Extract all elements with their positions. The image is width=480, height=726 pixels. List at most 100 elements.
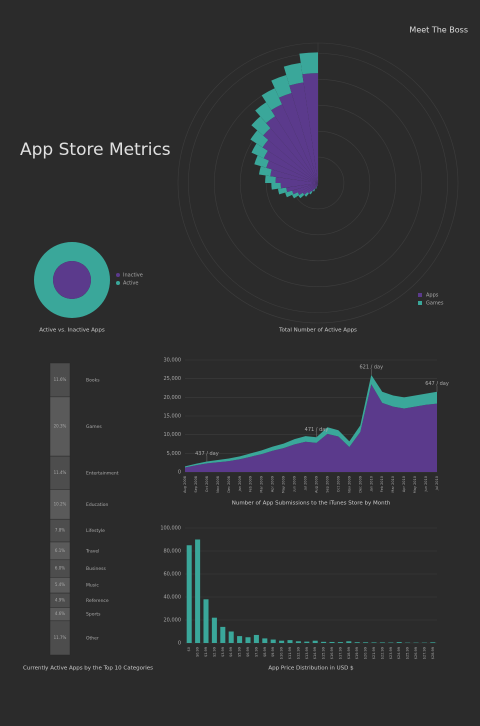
bar xyxy=(228,631,234,643)
annotation: 437 / day xyxy=(195,451,219,457)
wedge xyxy=(286,183,318,193)
value-label: 11.6% xyxy=(54,377,67,382)
x-tick-label: $26.99 xyxy=(414,647,418,659)
x-tick-label: $11.99 xyxy=(288,647,292,659)
x-tick-label: Apr 2009 xyxy=(271,476,275,492)
wedge xyxy=(317,183,318,186)
bar xyxy=(211,617,217,643)
x-tick-label: $17.99 xyxy=(338,647,342,659)
x-tick-label: Jan 2009 xyxy=(238,476,242,492)
active-ring xyxy=(34,242,110,318)
value-label: 20.3% xyxy=(54,424,67,429)
x-tick-label: $12.99 xyxy=(296,647,300,659)
x-tick-label: $16.99 xyxy=(330,647,334,659)
category-label: Games xyxy=(86,424,102,430)
x-tick-label: $0 xyxy=(187,647,191,651)
annotation: 647 / day xyxy=(425,381,449,387)
x-tick-label: Mar 2009 xyxy=(260,476,264,493)
value-label: 10.2% xyxy=(54,501,67,506)
wedge xyxy=(316,183,318,188)
annotation: 621 / day xyxy=(359,364,383,370)
x-tick-label: Feb 2009 xyxy=(249,476,253,492)
bar xyxy=(379,642,385,643)
x-tick-label: $0.99 xyxy=(196,647,200,657)
x-tick-label: $5.99 xyxy=(238,647,242,657)
x-tick-label: Jun 2010 xyxy=(424,476,428,493)
y-tick-label: 5,000 xyxy=(167,451,181,457)
bar xyxy=(396,642,402,643)
y-tick-label: 15,000 xyxy=(164,414,182,420)
value-label: 11.4% xyxy=(54,470,67,475)
wedge xyxy=(289,82,318,183)
area xyxy=(185,384,437,472)
wedge xyxy=(302,183,318,195)
category-label: Business xyxy=(86,566,106,572)
wedge xyxy=(251,143,268,159)
legend-label: Active xyxy=(123,281,138,287)
bar xyxy=(321,641,327,643)
x-tick-label: Oct 2008 xyxy=(205,476,209,492)
category-label: Other xyxy=(86,635,99,641)
bar xyxy=(245,637,251,643)
x-tick-label: $22.99 xyxy=(380,647,384,659)
x-tick-label: $15.99 xyxy=(322,647,326,659)
chart-title: App Price Distribution in USD $ xyxy=(268,666,354,672)
wedge xyxy=(254,155,269,168)
x-tick-label: $7.99 xyxy=(254,647,258,657)
wedge xyxy=(307,183,318,194)
wedge xyxy=(315,187,317,189)
x-tick-label: Apr 2010 xyxy=(402,476,406,492)
legend-swatch xyxy=(116,273,120,277)
wedge xyxy=(271,183,282,190)
wedge xyxy=(262,139,318,183)
bar xyxy=(203,599,209,643)
bar xyxy=(430,642,436,643)
wedge xyxy=(265,175,276,183)
x-tick-label: $27.99 xyxy=(422,647,426,659)
wedge xyxy=(271,104,318,183)
value-label: 4.6% xyxy=(55,611,65,616)
category-label: Entertainment xyxy=(86,470,119,476)
y-tick-label: 0 xyxy=(178,641,181,647)
y-tick-label: 20,000 xyxy=(164,395,182,401)
chart-title: Active vs. Inactive Apps xyxy=(39,328,105,334)
x-tick-label: $8.99 xyxy=(263,647,267,657)
bar xyxy=(279,640,285,643)
bar xyxy=(237,636,243,643)
legend-swatch xyxy=(418,293,422,297)
y-tick-label: 25,000 xyxy=(164,376,182,382)
wedge xyxy=(263,128,318,183)
segment xyxy=(49,620,71,656)
wedge xyxy=(277,187,288,195)
wedge xyxy=(311,183,318,192)
x-tick-label: $10.99 xyxy=(280,647,284,659)
x-tick-label: $21.99 xyxy=(372,647,376,659)
bar xyxy=(337,642,343,643)
y-tick-label: 100,000 xyxy=(160,526,181,532)
bar xyxy=(371,642,377,643)
chart-title: Number of App Submissions to the iTunes … xyxy=(232,501,391,507)
y-tick-label: 80,000 xyxy=(164,549,182,555)
value-label: 11.7% xyxy=(54,635,67,640)
value-label: 5.4% xyxy=(55,582,65,587)
category-label: Education xyxy=(86,502,109,508)
x-tick-label: Jul 2010 xyxy=(435,476,439,491)
wedge xyxy=(266,116,318,183)
wedge xyxy=(292,183,318,195)
legend-swatch xyxy=(418,301,422,305)
x-tick-label: Jan 2010 xyxy=(369,476,373,492)
x-tick-label: $25.99 xyxy=(406,647,410,659)
x-tick-label: Jul 2009 xyxy=(304,476,308,491)
x-tick-label: $6.99 xyxy=(246,647,250,657)
bar xyxy=(312,640,318,643)
bar xyxy=(304,641,310,643)
inactive-circle xyxy=(53,261,91,299)
x-tick-label: Sep 2009 xyxy=(325,476,329,493)
value-label: 4.9% xyxy=(55,597,65,602)
bar xyxy=(346,641,352,643)
bar xyxy=(253,634,259,643)
wedge xyxy=(250,130,269,148)
bar xyxy=(363,642,369,643)
bar xyxy=(354,642,360,643)
